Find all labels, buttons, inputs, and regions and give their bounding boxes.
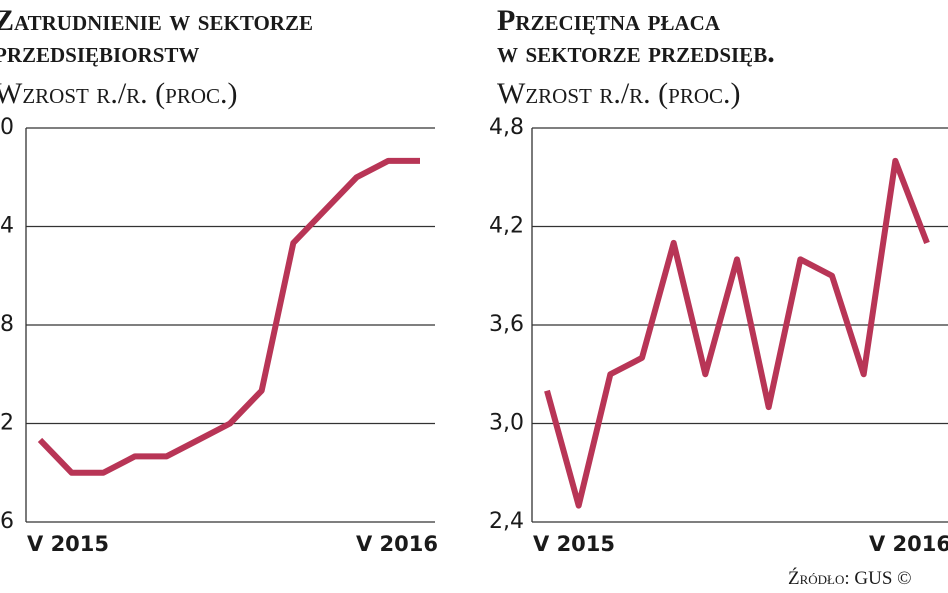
y-tick-label: 3,6 [489,312,524,337]
chart-subtitle: Wzrost r./r. (proc.) [0,77,238,110]
chart-title: Przeciętna płaca [497,4,721,37]
y-tick-label: 1,2 [0,411,14,436]
y-tick-label: 0,6 [0,509,14,534]
chart-title: przedsiębiorstw [0,36,199,69]
y-tick-label: 1,8 [0,312,14,337]
data-line [544,157,930,509]
data-line [37,157,420,476]
chart-title: w sektorze przedsięb. [497,36,775,69]
y-tick-label: 2,4 [489,509,524,534]
source: Źródło: GUS © [788,567,912,589]
chart-title: Zatrudnienie w sektorze [0,4,313,37]
y-tick-label: 2,4 [0,214,14,239]
y-tick-label: 3,0 [489,411,524,436]
x-tick-label: V 2015 [27,532,109,556]
x-tick-label: V 2016 [869,532,948,556]
y-tick-label: 4,8 [489,115,524,140]
chart-subtitle: Wzrost r./r. (proc.) [497,77,741,110]
x-tick-label: V 2016 [356,532,438,556]
y-tick-label: 4,2 [489,214,524,239]
x-tick-label: V 2015 [533,532,615,556]
y-tick-label: 3,0 [0,115,14,140]
